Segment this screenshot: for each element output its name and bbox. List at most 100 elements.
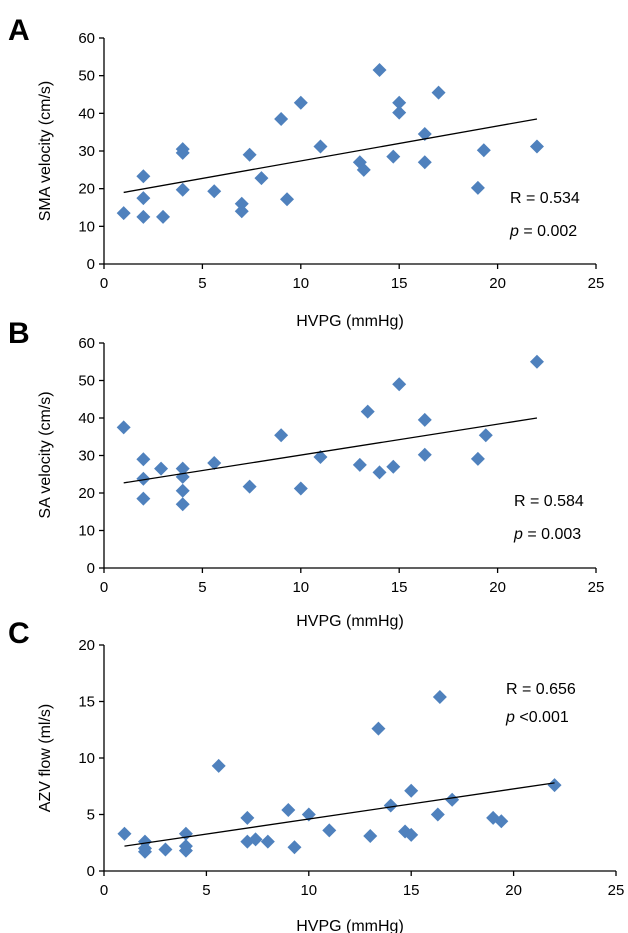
x-tick-label: 0 — [100, 275, 108, 292]
data-point — [417, 412, 432, 427]
y-tick-label: 60 — [78, 30, 95, 47]
data-point — [175, 469, 190, 484]
x-tick-label: 25 — [608, 882, 625, 899]
p-symbol: p — [509, 223, 519, 240]
data-point — [494, 814, 509, 829]
y-tick-label: 10 — [78, 218, 95, 235]
x-tick-label: 5 — [198, 275, 206, 292]
data-point — [293, 481, 308, 496]
x-tick-label: 20 — [489, 275, 506, 292]
p-symbol: p — [513, 526, 523, 543]
y-tick-label: 10 — [78, 750, 95, 767]
panel-letter: B — [8, 317, 30, 350]
data-point — [234, 196, 249, 211]
data-point — [116, 206, 131, 221]
p-value: = 0.003 — [523, 526, 581, 543]
data-point — [137, 844, 152, 859]
data-point — [242, 479, 257, 494]
data-point — [392, 95, 407, 110]
data-point — [372, 63, 387, 78]
data-point — [470, 180, 485, 195]
y-tick-label: 20 — [78, 181, 95, 198]
x-tick-label: 0 — [100, 579, 108, 596]
y-tick-label: 40 — [78, 410, 95, 427]
data-point — [392, 105, 407, 120]
data-point — [281, 802, 296, 817]
data-point — [287, 840, 302, 855]
data-point — [476, 143, 491, 158]
data-point — [254, 171, 269, 186]
x-tick-label: 15 — [391, 579, 408, 596]
x-axis-label: HVPG (mmHg) — [296, 313, 404, 330]
data-point — [313, 139, 328, 154]
data-point — [386, 459, 401, 474]
data-point — [352, 457, 367, 472]
data-point — [136, 491, 151, 506]
y-tick-label: 0 — [87, 863, 95, 880]
y-axis-label: SA velocity (cm/s) — [37, 391, 54, 518]
data-point — [136, 169, 151, 184]
data-point — [240, 810, 255, 825]
data-point — [322, 823, 337, 838]
y-axis-label: AZV flow (ml/s) — [37, 704, 54, 812]
x-tick-label: 20 — [505, 882, 522, 899]
data-point — [175, 497, 190, 512]
data-point — [248, 832, 263, 847]
x-tick-label: 0 — [100, 882, 108, 899]
y-axis-label: SMA velocity (cm/s) — [37, 81, 54, 221]
y-tick-label: 60 — [78, 335, 95, 352]
p-annotation: p = 0.002 — [509, 223, 577, 240]
data-point — [136, 471, 151, 486]
data-point — [431, 85, 446, 100]
data-point — [404, 783, 419, 798]
panel-b: B 0 10 20 30 40 50 60 0 5 10 15 20 25 HVPG (mmHg) SA ve… — [8, 317, 604, 630]
x-tick-label: 10 — [300, 882, 317, 899]
data-point — [207, 184, 222, 199]
data-point — [392, 377, 407, 392]
data-point — [432, 689, 447, 704]
data-point — [178, 826, 193, 841]
data-point — [175, 182, 190, 197]
data-point — [175, 145, 190, 160]
data-point — [211, 758, 226, 773]
data-point — [356, 162, 371, 177]
data-point — [383, 798, 398, 813]
panel-c: C 0 5 10 15 20 0 5 10 15 20 25 HVPG (mmHg) AZV flow (… — [8, 617, 624, 933]
data-point — [116, 420, 131, 435]
data-point — [547, 778, 562, 793]
data-point — [529, 354, 544, 369]
x-tick-label: 5 — [202, 882, 210, 899]
data-point — [234, 204, 249, 219]
panel-a: A 0 10 20 30 40 50 60 0 5 10 15 20 25 HVPG (mmHg) SMA v… — [8, 14, 604, 330]
data-point — [175, 483, 190, 498]
data-point — [386, 149, 401, 164]
data-point — [470, 451, 485, 466]
data-point — [260, 834, 275, 849]
data-point — [175, 461, 190, 476]
r-annotation: R = 0.656 — [506, 681, 576, 698]
data-point — [313, 450, 328, 464]
data-point — [207, 456, 222, 470]
p-annotation: p <0.001 — [505, 709, 569, 726]
x-tick-label: 25 — [588, 275, 605, 292]
data-point — [136, 191, 151, 206]
data-point — [430, 807, 445, 822]
data-point — [360, 404, 375, 419]
y-tick-label: 50 — [78, 68, 95, 85]
y-tick-label: 50 — [78, 373, 95, 390]
x-tick-label: 10 — [292, 275, 309, 292]
data-point — [158, 842, 173, 857]
panel-letter: A — [8, 14, 30, 47]
data-point — [156, 209, 171, 224]
y-tick-label: 20 — [78, 485, 95, 502]
data-point — [274, 428, 289, 443]
data-point — [417, 155, 432, 170]
x-axis-label: HVPG (mmHg) — [296, 613, 404, 630]
panel-letter: C — [8, 617, 30, 650]
x-tick-label: 10 — [292, 579, 309, 596]
trendline — [123, 417, 538, 484]
trendline — [124, 782, 555, 847]
data-point — [154, 461, 169, 476]
y-tick-label: 30 — [78, 448, 95, 465]
